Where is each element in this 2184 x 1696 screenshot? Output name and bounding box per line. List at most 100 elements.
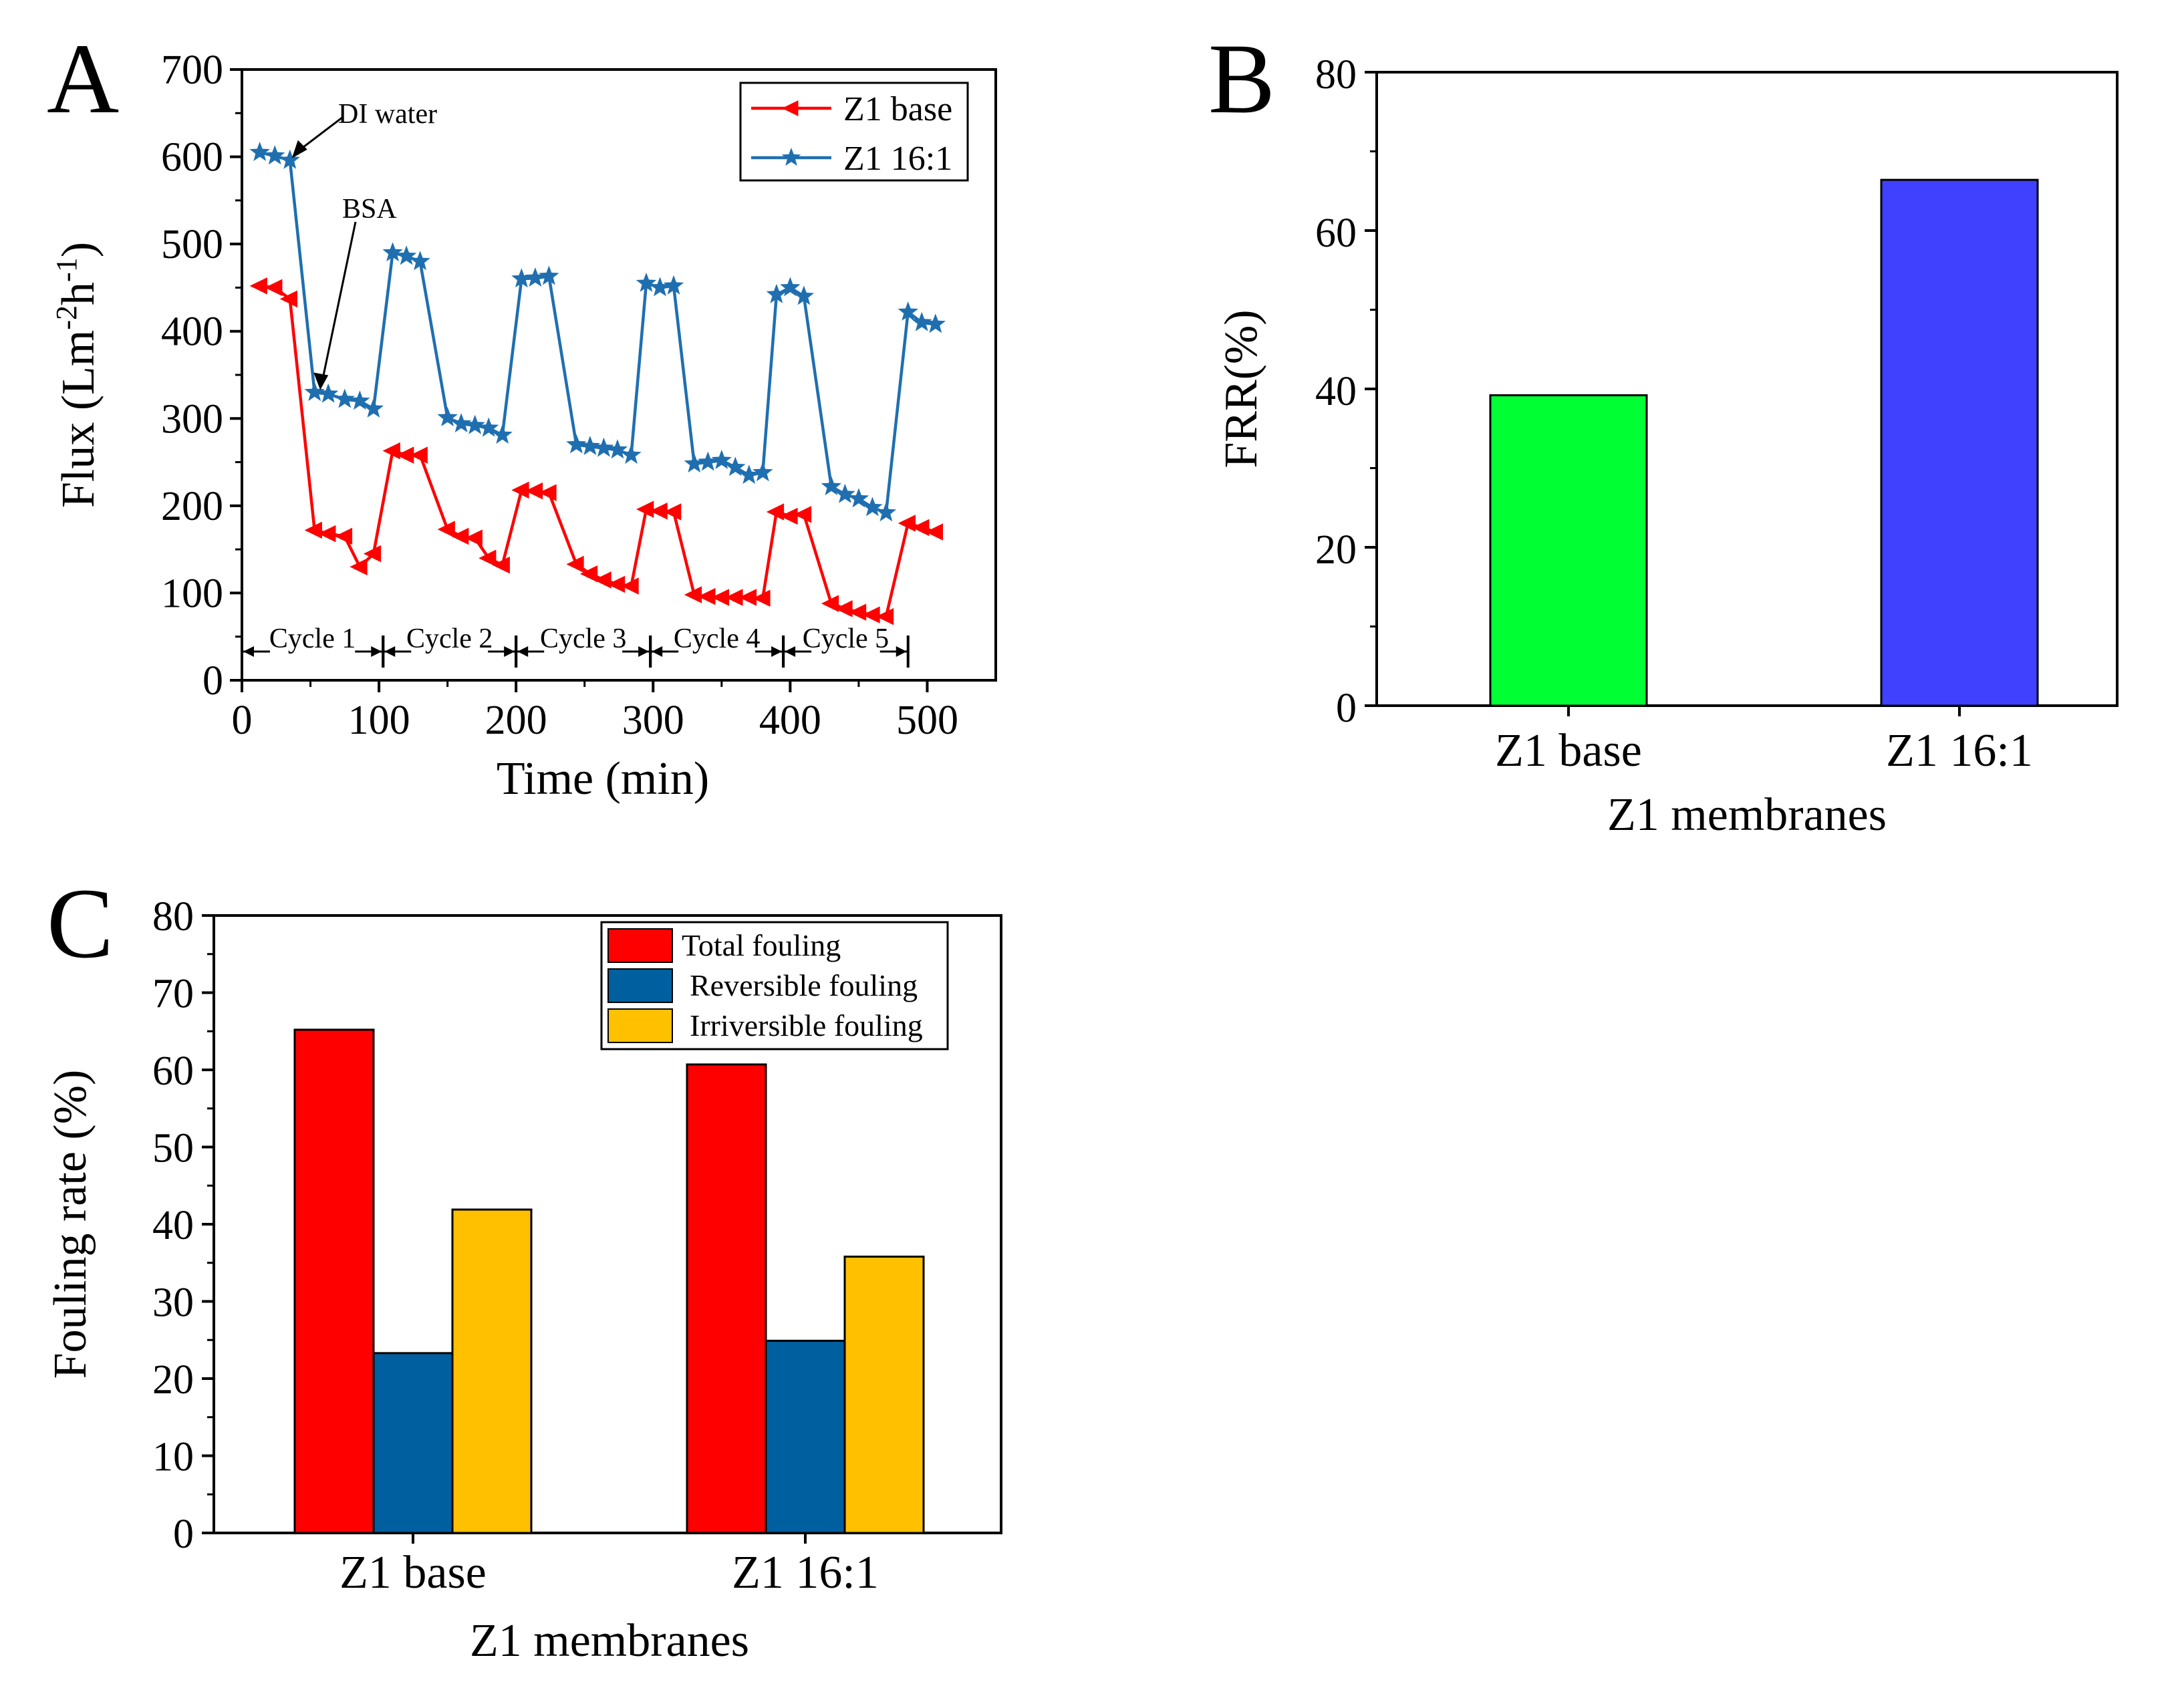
- y-tick-label: 500: [161, 222, 223, 267]
- data-point-z1-base: [711, 589, 730, 606]
- annotations: DI water BSA: [291, 99, 437, 390]
- data-point-z1-base: [862, 606, 880, 623]
- data-point-z1-16-1: [793, 285, 815, 305]
- y-tick-label: 20: [152, 1357, 194, 1403]
- panel-letter-a: A: [47, 23, 119, 134]
- fouling-bar: [293, 1028, 375, 1534]
- panel-letter-b: B: [1208, 23, 1275, 134]
- data-point-z1-base: [875, 607, 894, 625]
- y-tick-label: 600: [161, 135, 223, 180]
- y-tick-label: 0: [1336, 686, 1357, 731]
- fouling-bar: [843, 1256, 925, 1534]
- data-point-z1-16-1: [478, 417, 499, 437]
- y-tick-label: 60: [1315, 210, 1357, 256]
- data-point-z1-base: [579, 565, 598, 583]
- data-point-z1-base: [593, 571, 611, 589]
- data-point-z1-base: [249, 277, 267, 295]
- annotation-di-water: DI water: [338, 99, 437, 130]
- y-tick-label: 10: [152, 1435, 194, 1480]
- data-point-z1-base: [725, 589, 743, 606]
- frr-bars: [1489, 178, 2039, 707]
- data-point-z1-16-1: [650, 277, 670, 297]
- data-point-z1-base: [821, 595, 839, 612]
- data-point-z1-base: [621, 577, 639, 595]
- data-point-z1-base: [334, 527, 353, 545]
- x-axis-category-labels: Z1 base Z1 16:1: [1495, 706, 2033, 776]
- fouling-bars: [293, 1028, 925, 1534]
- data-point-z1-16-1: [318, 383, 339, 403]
- data-point-z1-base: [793, 506, 812, 523]
- y-tick-label: 200: [161, 484, 223, 529]
- y-axis-title: Flux (Lm-2h-1): [50, 242, 104, 508]
- data-point-z1-base: [539, 484, 557, 502]
- data-point-z1-base: [738, 589, 757, 606]
- data-point-z1-base: [848, 603, 867, 621]
- legend: Total fouling Reversible fouling Irriversi…: [600, 921, 949, 1050]
- y-tick-label: 400: [161, 309, 223, 355]
- flux-series: [249, 142, 946, 625]
- data-point-z1-base: [479, 549, 497, 567]
- data-point-z1-16-1: [912, 311, 932, 331]
- x-tick-label: 0: [232, 698, 253, 743]
- data-point-z1-base: [766, 503, 785, 521]
- cycle-arrowhead: [384, 646, 396, 657]
- legend-swatch: [607, 928, 673, 963]
- data-point-z1-base: [912, 519, 930, 537]
- panel-a-line-chart: A 0 100 200 300 400 500 600 700 0 100 200 300 400 50…: [47, 23, 997, 805]
- x-category-label: Z1 16:1: [732, 1547, 879, 1598]
- annotation-bsa: BSA: [342, 194, 397, 225]
- legend-marker: [781, 148, 801, 166]
- y-tick-label: 30: [152, 1280, 194, 1326]
- data-point-z1-16-1: [382, 242, 403, 262]
- data-point-z1-16-1: [334, 388, 355, 408]
- data-point-z1-base: [780, 507, 798, 525]
- cycle-label: Cycle 4: [674, 623, 760, 654]
- x-tick-label: 500: [896, 698, 958, 743]
- data-point-z1-16-1: [396, 245, 417, 265]
- y-tick-label: 60: [152, 1048, 194, 1094]
- data-point-z1-base: [279, 290, 298, 308]
- legend-entries: Total fouling Reversible fouling Irriversi…: [607, 928, 923, 1043]
- cycle-label: Cycle 3: [540, 623, 626, 654]
- data-point-z1-16-1: [279, 149, 300, 169]
- data-point-z1-16-1: [437, 407, 458, 426]
- cycle-arrowhead: [785, 646, 796, 657]
- data-point-z1-16-1: [511, 268, 532, 288]
- x-axis-title: Z1 membranes: [470, 1615, 749, 1667]
- cycle-label: Cycle 1: [269, 623, 356, 654]
- data-point-z1-base: [304, 521, 322, 539]
- data-point-z1-16-1: [579, 436, 601, 455]
- fouling-bar: [765, 1339, 846, 1534]
- cycle-arrowhead: [243, 646, 254, 657]
- y-tick-label: 80: [152, 894, 194, 940]
- data-point-z1-base: [650, 502, 668, 520]
- cycle-label: Cycle 2: [406, 623, 493, 654]
- data-point-z1-16-1: [766, 283, 787, 303]
- data-point-z1-16-1: [898, 301, 918, 321]
- y-axis-ticks: 0 20 40 60 80: [1315, 52, 1377, 731]
- cycle-arrowhead: [638, 646, 650, 657]
- legend-marker: [782, 100, 799, 116]
- data-point-z1-16-1: [725, 456, 746, 476]
- data-point-z1-base: [350, 558, 368, 576]
- data-point-z1-base: [925, 523, 944, 541]
- data-point-z1-16-1: [663, 275, 684, 295]
- x-axis-title: Time (min): [497, 753, 709, 805]
- data-point-z1-16-1: [607, 439, 628, 459]
- data-point-z1-base: [684, 586, 702, 603]
- x-tick-label: 300: [622, 698, 684, 743]
- cycle-markers: Cycle 1 Cycle 2 Cycle 3 Cycle 4 Cycle 5: [241, 623, 910, 668]
- data-point-z1-16-1: [621, 444, 642, 464]
- x-category-label: Z1 base: [339, 1547, 487, 1598]
- y-axis-title: Fouling rate (%): [45, 1070, 96, 1379]
- y-axis-ticks: 0 10 20 30 40 50 60 70 80: [152, 894, 214, 1557]
- data-point-z1-base: [492, 556, 510, 574]
- annotation-arrow-line: [295, 116, 343, 153]
- data-point-z1-16-1: [875, 502, 897, 522]
- cycle-arrowhead: [371, 646, 382, 657]
- x-category-label: Z1 base: [1495, 725, 1642, 776]
- cycle-arrowhead: [652, 646, 663, 657]
- y-tick-label: 40: [152, 1203, 194, 1248]
- x-axis-ticks: 0 100 200 300 400 500: [232, 680, 958, 743]
